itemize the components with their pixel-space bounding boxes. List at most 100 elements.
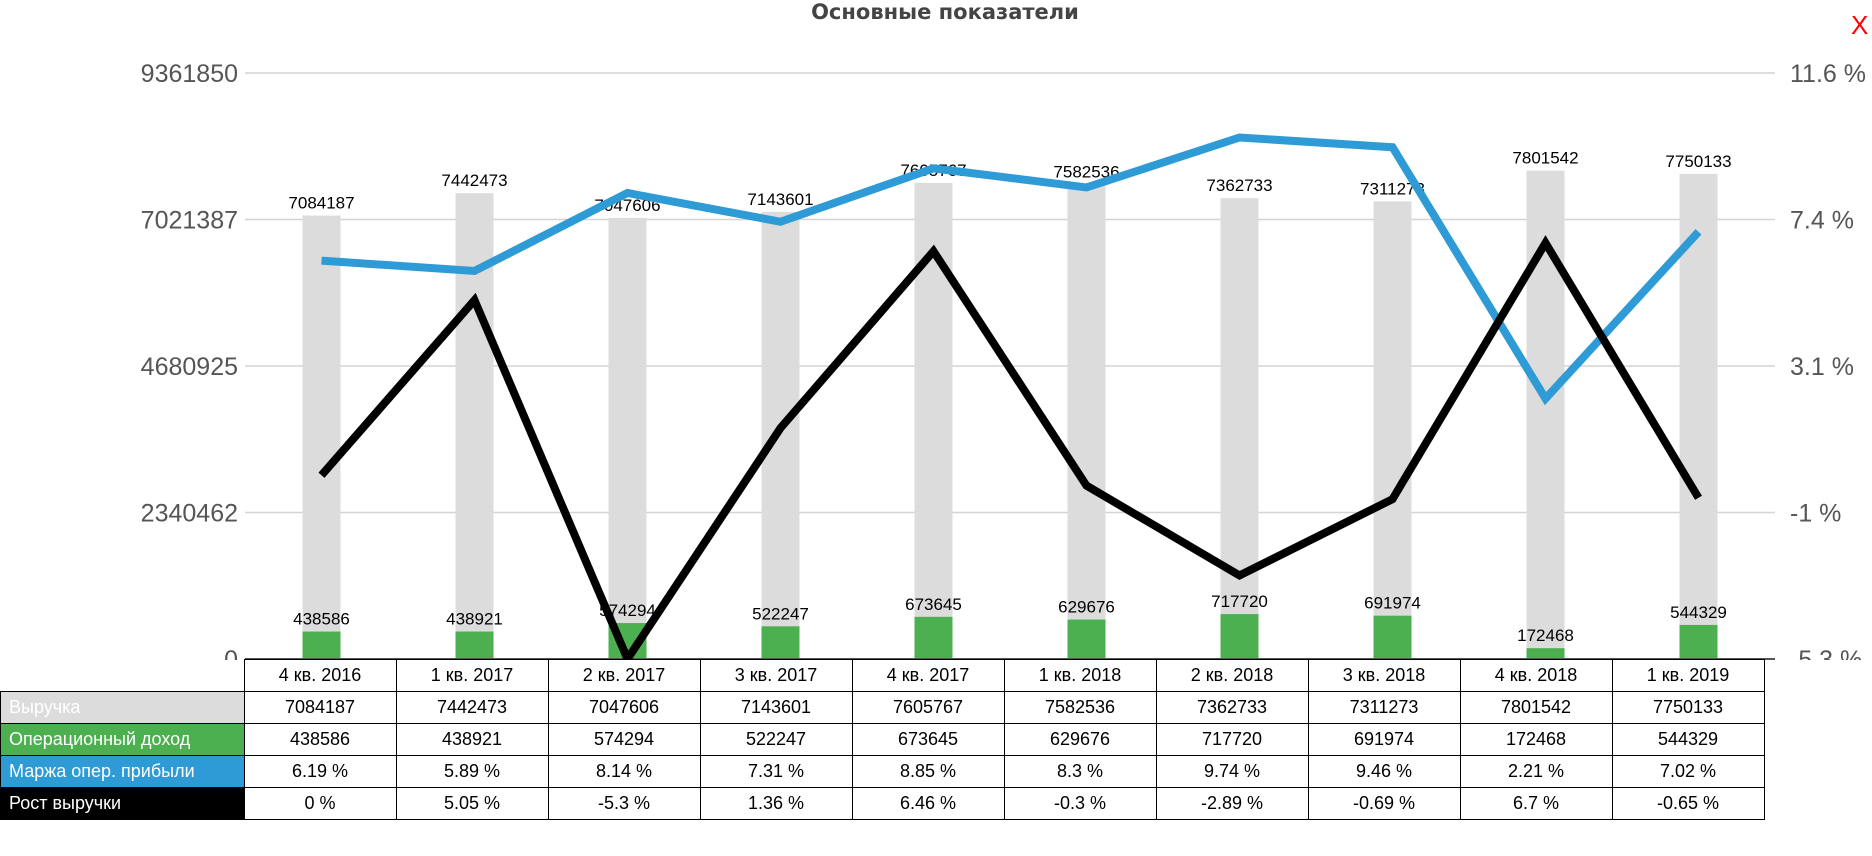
- category-label: 4 кв. 2016: [243, 659, 397, 692]
- bar: [1679, 624, 1718, 659]
- bar-data-label: 691974: [1364, 594, 1421, 613]
- bar: [1220, 614, 1259, 659]
- table-cell: 7084187: [243, 691, 397, 724]
- table-row: Выручка 7084187 7442473 7047606 7143601 76057…: [0, 691, 1765, 724]
- bar-data-label: 7442473: [441, 171, 507, 190]
- bar-data-label: 574294: [599, 601, 656, 620]
- table-cell: 7.31 %: [699, 755, 853, 788]
- bar-data-label: 629676: [1058, 598, 1115, 617]
- table-cell: -0.65 %: [1611, 787, 1765, 820]
- bar-data-label: 544329: [1670, 603, 1727, 622]
- table-cell: 172468: [1459, 723, 1613, 756]
- table-cell: 1.36 %: [699, 787, 853, 820]
- bar-data-label: 7362733: [1206, 176, 1272, 195]
- right-axis: 11.6 % 7.4 % 3.1 % -1 % -5.3 %: [1790, 60, 1866, 660]
- category-label: 4 кв. 2018: [1459, 659, 1613, 692]
- table-cell: 7442473: [395, 691, 549, 724]
- right-tick-label: -1 %: [1790, 500, 1841, 528]
- bar-data-label: 7311273: [1360, 179, 1425, 198]
- table-cell: 7801542: [1459, 691, 1613, 724]
- right-tick-label: -5.3 %: [1790, 646, 1862, 660]
- data-table: 4 кв. 2016 1 кв. 2017 2 кв. 2017 3 кв. 2017…: [0, 659, 1765, 820]
- table-cell: 544329: [1611, 723, 1765, 756]
- table-cell: 7143601: [699, 691, 853, 724]
- table-cell: 6.7 %: [1459, 787, 1613, 820]
- row-label: Рост выручки: [0, 787, 245, 820]
- category-label: 3 кв. 2017: [699, 659, 853, 692]
- category-label: 3 кв. 2018: [1307, 659, 1461, 692]
- table-cell: 9.74 %: [1155, 755, 1309, 788]
- bar-data-label: 717720: [1211, 592, 1268, 611]
- left-tick-label: 9361850: [141, 60, 238, 88]
- table-corner: [0, 659, 244, 692]
- bar: [1526, 648, 1565, 659]
- series-line: [321, 133, 1702, 406]
- bar: [1373, 615, 1412, 659]
- table-cell: 7.02 %: [1611, 755, 1765, 788]
- bar-data-label: 673645: [905, 595, 962, 614]
- table-header-row: 4 кв. 2016 1 кв. 2017 2 кв. 2017 3 кв. 2017…: [0, 659, 1765, 692]
- bar: [1067, 619, 1106, 659]
- table-cell: 522247: [699, 723, 853, 756]
- table-cell: 9.46 %: [1307, 755, 1461, 788]
- table-cell: 629676: [1003, 723, 1157, 756]
- table-cell: -2.89 %: [1155, 787, 1309, 820]
- bar-data-label: 7084187: [288, 194, 354, 213]
- bar-data-label: 7582536: [1053, 162, 1119, 181]
- table-row: Маржа опер. прибыли 6.19 % 5.89 % 8.14 % 7.3…: [0, 755, 1765, 788]
- table-cell: -0.69 %: [1307, 787, 1461, 820]
- bar: [1373, 201, 1412, 659]
- bar: [1526, 170, 1565, 660]
- left-tick-label: 0: [224, 646, 238, 660]
- category-label: 1 кв. 2019: [1611, 659, 1765, 692]
- row-label: Маржа опер. прибыли: [0, 755, 245, 788]
- table-cell: 0 %: [243, 787, 397, 820]
- table-cell: 7582536: [1003, 691, 1157, 724]
- table-cell: 7311273: [1307, 691, 1461, 724]
- bar-data-label: 438921: [446, 610, 503, 629]
- category-label: 4 кв. 2017: [851, 659, 1005, 692]
- close-button[interactable]: X: [1851, 10, 1869, 40]
- table-cell: 5.05 %: [395, 787, 549, 820]
- table-cell: 438586: [243, 723, 397, 756]
- table-cell: 691974: [1307, 723, 1461, 756]
- bar: [608, 217, 647, 659]
- table-cell: 2.21 %: [1459, 755, 1613, 788]
- category-label: 1 кв. 2018: [1003, 659, 1157, 692]
- table-row: Операционный доход 438586 438921 574294 5222…: [0, 723, 1765, 756]
- bar-data-label: 438586: [293, 610, 350, 629]
- table-cell: 438921: [395, 723, 549, 756]
- table-cell: 7605767: [851, 691, 1005, 724]
- left-tick-label: 2340462: [141, 500, 238, 528]
- table-cell: 8.85 %: [851, 755, 1005, 788]
- bar: [761, 626, 800, 659]
- bar: [302, 631, 341, 659]
- bar-data-label: 172468: [1517, 626, 1574, 645]
- bar: [1220, 198, 1259, 659]
- bar-data-label: 522247: [752, 604, 809, 623]
- table-cell: 8.3 %: [1003, 755, 1157, 788]
- bar: [455, 631, 494, 659]
- right-tick-label: 3.1 %: [1790, 353, 1854, 381]
- bar-data-label: 7750133: [1665, 152, 1731, 171]
- table-cell: 673645: [851, 723, 1005, 756]
- bar-data-label: 7143601: [747, 190, 813, 209]
- table-cell: 6.46 %: [851, 787, 1005, 820]
- table-cell: 7047606: [547, 691, 701, 724]
- bar: [761, 211, 800, 660]
- category-label: 1 кв. 2017: [395, 659, 549, 692]
- series-line: [318, 235, 1702, 660]
- line-series: [318, 133, 1702, 660]
- table-cell: 717720: [1155, 723, 1309, 756]
- table-cell: 6.19 %: [243, 755, 397, 788]
- left-tick-label: 4680925: [141, 353, 238, 381]
- left-tick-label: 7021387: [141, 207, 238, 235]
- bar: [1067, 184, 1106, 659]
- bar: [1679, 173, 1718, 659]
- chart-plot: 9361850 7021387 4680925 2340462 0 11.6 % 7.4 …: [141, 60, 1866, 660]
- category-label: 2 кв. 2018: [1155, 659, 1309, 692]
- bar-data-label: 7801542: [1512, 149, 1578, 168]
- table-cell: -5.3 %: [547, 787, 701, 820]
- table-cell: 7362733: [1155, 691, 1309, 724]
- table-cell: 8.14 %: [547, 755, 701, 788]
